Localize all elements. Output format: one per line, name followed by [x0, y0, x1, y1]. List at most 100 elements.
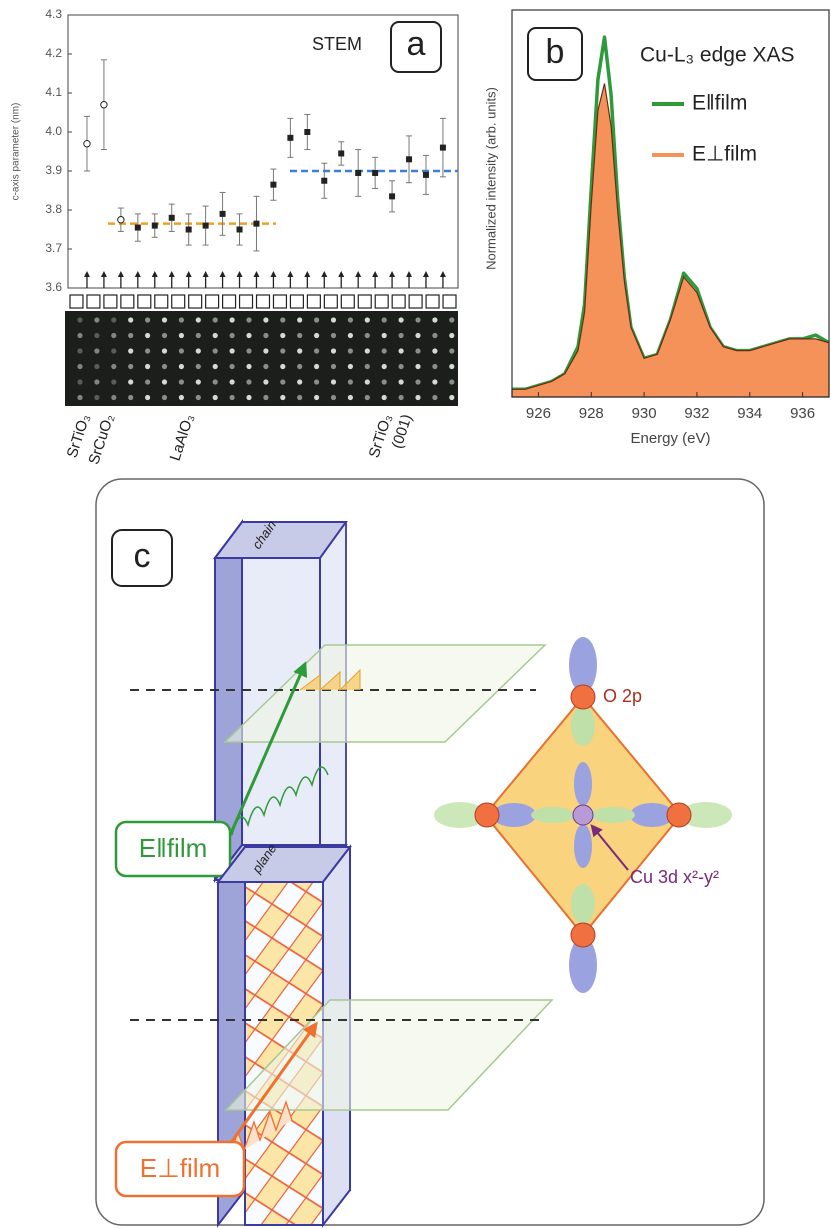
column-box [87, 295, 100, 308]
stem-atom [297, 317, 302, 322]
stem-atom [314, 317, 319, 322]
point [84, 141, 90, 147]
stem-atom [314, 364, 319, 369]
column-box [240, 295, 253, 308]
stem-atom [145, 317, 150, 322]
stem-atom [230, 317, 235, 322]
column-box [426, 295, 439, 308]
stem-atom [365, 333, 370, 338]
y-tick-label: 4.1 [45, 85, 62, 99]
point [406, 156, 412, 162]
stem-atom [111, 348, 116, 353]
stem-atom [145, 379, 150, 384]
stem-atom [415, 317, 420, 322]
stem-atom [415, 364, 420, 369]
stem-atom [94, 348, 99, 353]
stem-atom [179, 379, 184, 384]
stem-atom [77, 348, 82, 353]
stem-atom [314, 333, 319, 338]
column-arrow-head [406, 271, 412, 277]
stem-atom [213, 317, 218, 322]
stem-atom [230, 379, 235, 384]
x-tick-label: 936 [790, 405, 815, 422]
point [237, 227, 243, 233]
stem-atom [94, 317, 99, 322]
stem-atom [348, 317, 353, 322]
stem-atom [196, 317, 201, 322]
stem-atom [77, 317, 82, 322]
column-arrow-head [237, 271, 243, 277]
column-box [273, 295, 286, 308]
column-arrow-head [338, 271, 344, 277]
stem-atom [179, 395, 184, 400]
stem-atom [145, 333, 150, 338]
stem-atom [196, 395, 201, 400]
stem-atom [263, 333, 268, 338]
column-arrow-head [152, 271, 158, 277]
stem-atom [415, 333, 420, 338]
figure: c chain E‖film plane E⊥film [0, 0, 831, 1229]
x-tick-label: 934 [737, 405, 762, 422]
stem-atom [382, 317, 387, 322]
stem-atom [348, 379, 353, 384]
stem-atom [94, 395, 99, 400]
column-box [104, 295, 117, 308]
legend-label: E‖film [692, 92, 747, 115]
point [101, 102, 107, 108]
stem-atom [432, 364, 437, 369]
stem-atom [365, 348, 370, 353]
stem-atom [280, 364, 285, 369]
column-arrow-head [118, 271, 124, 277]
column-arrow-head [372, 271, 378, 277]
label-perp: E⊥film [140, 1153, 220, 1183]
area [512, 84, 829, 398]
stem-atom [331, 348, 336, 353]
y-tick-label: 4.2 [45, 46, 62, 60]
lobe [531, 807, 575, 823]
column-box [409, 295, 422, 308]
stem-atom [415, 395, 420, 400]
y-tick-label: 4.0 [45, 124, 62, 138]
point [118, 217, 124, 223]
point [287, 135, 293, 141]
y-axis-label: c-axis parameter (nm) [11, 103, 22, 201]
stem-atom [382, 395, 387, 400]
column-arrow-head [253, 271, 259, 277]
stem-atom [365, 364, 370, 369]
stem-atom [94, 364, 99, 369]
column-arrow-head [135, 271, 141, 277]
chart-title: Cu-L₃ edge XAS [640, 44, 794, 67]
label-cu3d: Cu 3d x²-y² [630, 867, 719, 887]
stem-atom [128, 333, 133, 338]
stem-atom [77, 379, 82, 384]
stem-atom [196, 333, 201, 338]
panel-a: 3.63.73.83.94.04.14.24.3c-axis parameter… [11, 7, 458, 466]
y-tick-label: 3.9 [45, 163, 62, 177]
stem-atom [77, 364, 82, 369]
column-box [121, 295, 134, 308]
point [355, 170, 361, 176]
y-axis-label: Normalized intensity (arb. units) [483, 87, 498, 270]
stem-atom [162, 317, 167, 322]
stem-atom [415, 379, 420, 384]
column-box [358, 295, 371, 308]
stem-atom [213, 379, 218, 384]
stem-atom [432, 317, 437, 322]
column-arrow-head [423, 271, 429, 277]
stem-atom [263, 317, 268, 322]
column-arrow-head [321, 271, 327, 277]
stem-atom [399, 395, 404, 400]
x-axis-label: Energy (eV) [630, 430, 710, 447]
column-box [172, 295, 185, 308]
stem-atom [179, 364, 184, 369]
stem-atom [111, 317, 116, 322]
point [372, 170, 378, 176]
stem-atom [77, 333, 82, 338]
stem-atom [145, 364, 150, 369]
stem-atom [415, 348, 420, 353]
column-box [155, 295, 168, 308]
stem-atom [331, 333, 336, 338]
oxygen [667, 803, 691, 827]
panel-c: c chain E‖film plane E⊥film [96, 479, 764, 1225]
stem-atom [399, 364, 404, 369]
